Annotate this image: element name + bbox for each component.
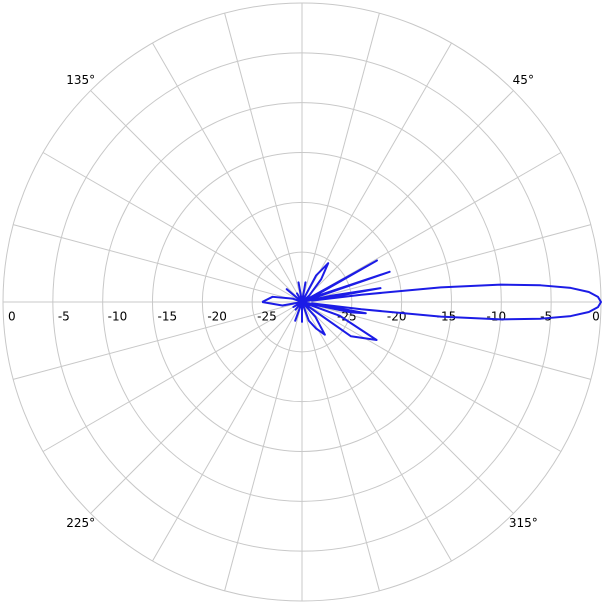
theta-tick-label: 315° [509, 516, 538, 530]
grid-ring [152, 152, 452, 452]
r-tick-label: -10 [108, 310, 128, 324]
grid-ring [201, 201, 403, 403]
r-tick-label: -5 [540, 310, 552, 324]
pattern-line [261, 259, 602, 342]
theta-tick-label: 45° [513, 73, 534, 87]
r-tick-label: 0 [8, 310, 16, 324]
r-tick-label: 0 [592, 310, 600, 324]
r-tick-label: -25 [257, 310, 277, 324]
r-tick-label: -10 [487, 310, 507, 324]
grid-ring [251, 251, 353, 353]
theta-tick-label: 135° [66, 73, 95, 87]
r-tick-label: -20 [207, 310, 227, 324]
grid-ring [52, 52, 552, 552]
grid-ring [102, 102, 502, 502]
r-tick-label: -5 [58, 310, 70, 324]
r-tick-label: -15 [158, 310, 178, 324]
theta-tick-label: 225° [66, 516, 95, 530]
